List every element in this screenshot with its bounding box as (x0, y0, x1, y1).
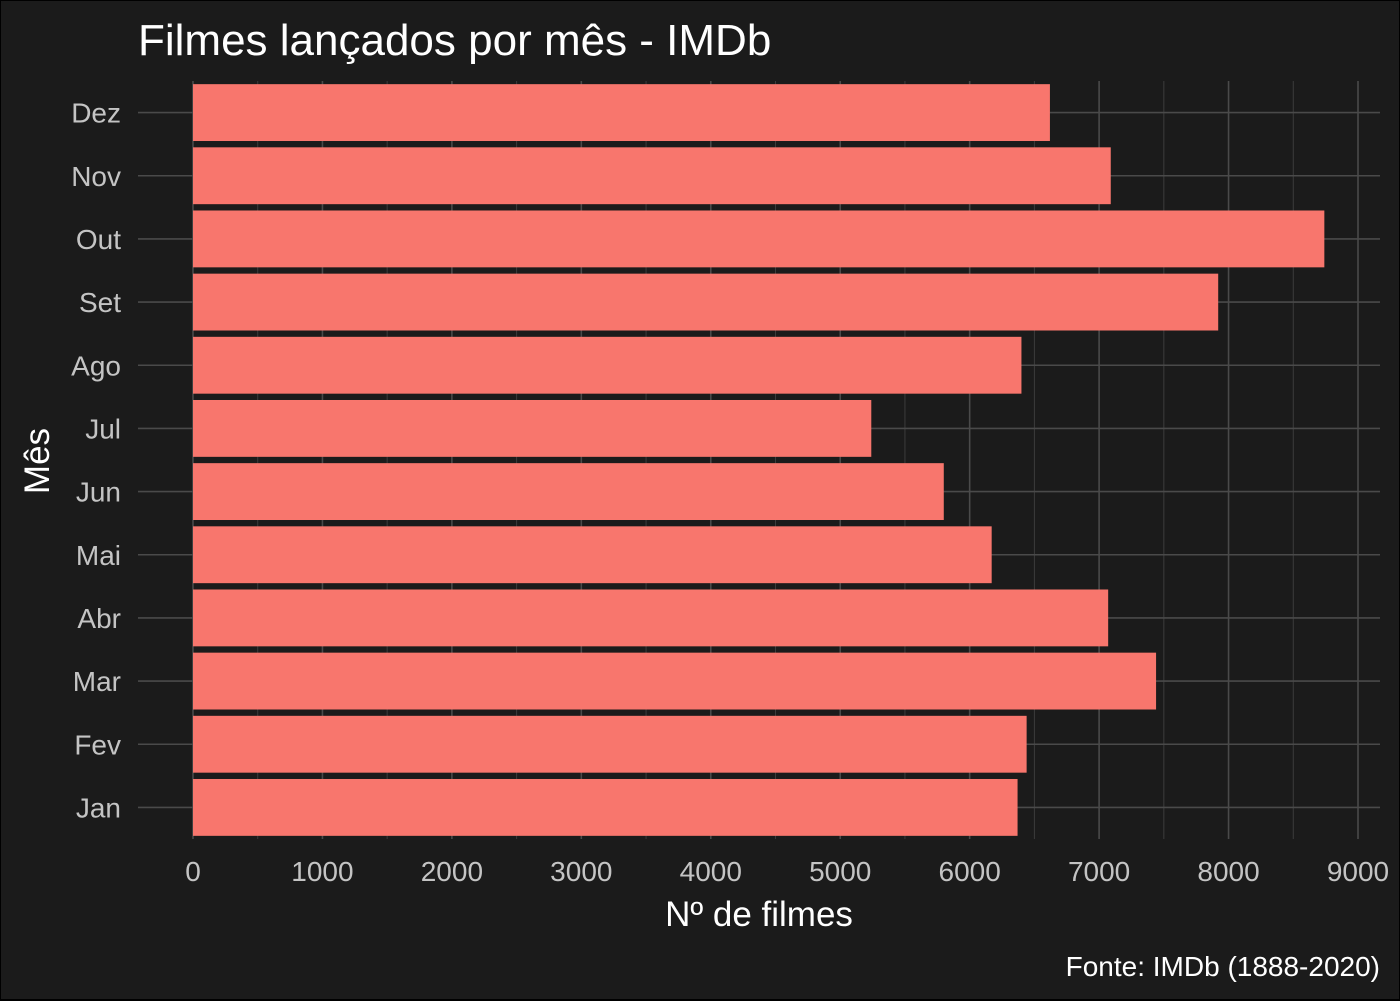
bar-jun (193, 463, 944, 521)
x-tick-label: 1000 (291, 856, 353, 887)
y-tick-label: Mar (73, 666, 121, 697)
x-tick-label: 8000 (1197, 856, 1259, 887)
bar-jul (193, 399, 872, 457)
x-tick-label: 7000 (1068, 856, 1130, 887)
source-caption: Fonte: IMDb (1888-2020) (1066, 951, 1380, 982)
x-tick-label: 5000 (809, 856, 871, 887)
bar-out (193, 210, 1325, 268)
chart-title: Filmes lançados por mês - IMDb (138, 16, 771, 65)
x-tick-labels: 0 1000 2000 3000 4000 5000 6000 7000 8000 9000 (185, 856, 1389, 887)
bar-abr (193, 589, 1109, 647)
x-tick-label: 0 (185, 856, 201, 887)
y-axis-title: Mês (18, 428, 57, 494)
x-tick-label: 9000 (1327, 856, 1389, 887)
x-tick-label: 3000 (550, 856, 612, 887)
x-tick-label: 4000 (680, 856, 742, 887)
bar-set (193, 273, 1219, 331)
x-tick-label: 6000 (939, 856, 1001, 887)
y-tick-label: Ago (71, 350, 121, 381)
bar-nov (193, 147, 1111, 205)
y-tick-label: Jan (76, 792, 121, 823)
bar-dez (193, 84, 1050, 142)
y-tick-label: Abr (77, 603, 121, 634)
bars (193, 84, 1325, 836)
y-tick-label: Nov (71, 161, 121, 192)
bar-jan (193, 778, 1018, 836)
y-tick-label: Mai (76, 540, 121, 571)
y-tick-label: Out (76, 224, 121, 255)
bar-fev (193, 715, 1027, 773)
y-tick-label: Jun (76, 477, 121, 508)
bar-ago (193, 336, 1022, 394)
bar-mar (193, 652, 1157, 710)
y-tick-label: Dez (71, 98, 121, 129)
y-tick-label: Set (79, 287, 121, 318)
y-tick-label: Fev (74, 729, 121, 760)
x-tick-label: 2000 (421, 856, 483, 887)
x-axis-title: Nº de filmes (665, 895, 853, 934)
bar-mai (193, 526, 992, 584)
y-tick-label: Jul (85, 413, 121, 444)
y-tick-labels: Jan Fev Mar Abr Mai Jun Jul Ago Set Out Nov Dez (71, 98, 121, 824)
